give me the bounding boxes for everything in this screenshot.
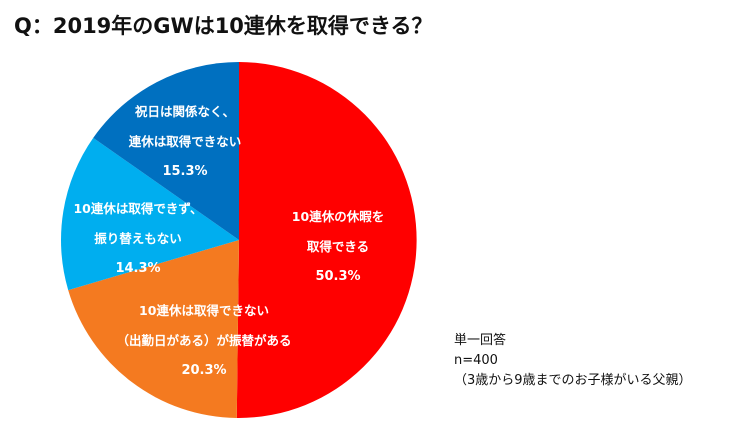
chart-title: Q：2019年のGWは10連休を取得できる？: [14, 14, 433, 38]
pie-slice-2: [68, 240, 239, 418]
pie-slice-4: [93, 61, 240, 240]
slice-label-1: 10連休の休暇を 取得できる 50.3%: [258, 202, 418, 292]
slice-2-value-label: 20.3%: [181, 363, 227, 378]
slice-1-line-1: 10連休の休暇を: [291, 209, 385, 224]
survey-note: 単一回答 n=400 （3歳から9歳までのお子様がいる父親）: [454, 331, 692, 391]
slice-4-line-1: 祝日は関係なく、: [134, 104, 235, 119]
note-answer-type: 単一回答: [454, 333, 507, 348]
slice-2-line-1: 10連休は取得できない: [139, 303, 269, 318]
pie-slice-1: [236, 62, 417, 418]
slice-3-value-label: 14.3%: [115, 261, 161, 276]
slice-2-line-2: （出勤日がある）が振替がある: [116, 333, 292, 348]
slice-3-line-1: 10連休は取得できず、: [73, 201, 203, 216]
slice-4-line-2: 連休は取得できない: [128, 134, 242, 149]
slice-label-3: 10連休は取得できず、 振り替えもない 14.3%: [58, 194, 218, 284]
pie-slice-3: [61, 137, 239, 291]
slice-1-line-2: 取得できる: [306, 239, 370, 254]
slice-4-value-label: 15.3%: [162, 164, 208, 179]
slice-1-value-label: 50.3%: [315, 269, 361, 284]
note-respondents: （3歳から9歳までのお子様がいる父親）: [454, 373, 692, 388]
slice-label-2: 10連休は取得できない （出勤日がある）が振替がある 20.3%: [94, 296, 314, 386]
note-sample-size: n=400: [454, 353, 498, 368]
slice-label-4: 祝日は関係なく、 連休は取得できない 15.3%: [100, 97, 270, 187]
slice-3-line-2: 振り替えもない: [94, 231, 182, 246]
